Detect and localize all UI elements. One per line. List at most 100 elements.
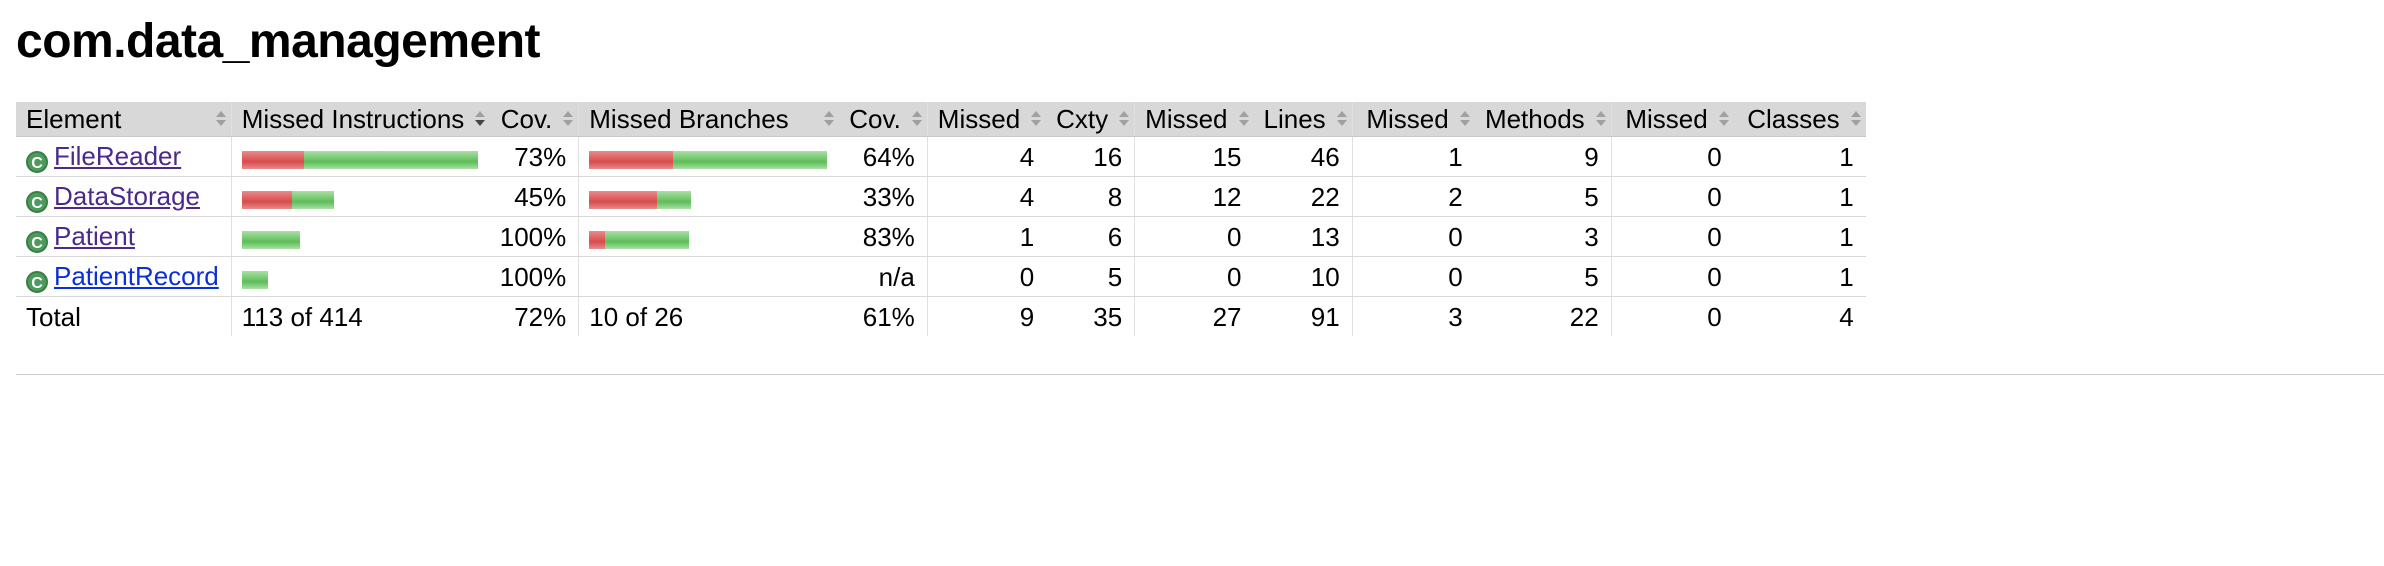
lines: 22 bbox=[1253, 176, 1353, 217]
header-label: Cxty bbox=[1056, 104, 1109, 134]
table-body: C FileReader 73% 64% 4 16 15 46 1 9 0 1 C DataStorage… bbox=[16, 136, 1866, 297]
covered-branches-bar bbox=[657, 190, 692, 209]
covered-instructions-bar bbox=[241, 270, 268, 289]
sort-icon bbox=[1718, 110, 1730, 128]
header-label: Lines bbox=[1263, 104, 1326, 134]
covered-branches-bar bbox=[673, 150, 828, 169]
header-label: Cov. bbox=[500, 104, 553, 134]
table-row: C PatientRecord 100% n/a 0 5 0 10 0 5 0 1 bbox=[16, 256, 1866, 297]
branches-coverage: 33% bbox=[839, 176, 928, 217]
table-header: Element Missed Instructions Cov. Missed … bbox=[16, 102, 1866, 137]
header-label: Cov. bbox=[849, 104, 901, 134]
classes: 1 bbox=[1733, 136, 1866, 177]
methods: 3 bbox=[1474, 216, 1612, 257]
missed-branches-bar bbox=[589, 230, 606, 249]
total-classes: 4 bbox=[1839, 301, 1854, 332]
missed-lines: 15 bbox=[1134, 136, 1254, 177]
header-missed-cxty[interactable]: Missed bbox=[926, 102, 1047, 137]
covered-branches-bar bbox=[605, 230, 690, 249]
total-methods: 22 bbox=[1569, 301, 1599, 332]
header-label: Missed Branches bbox=[589, 104, 789, 134]
element-link[interactable]: FileReader bbox=[54, 140, 182, 171]
lines: 13 bbox=[1253, 216, 1353, 257]
covered-instructions-bar bbox=[241, 230, 300, 249]
cxty: 16 bbox=[1046, 136, 1135, 177]
sort-icon bbox=[1238, 110, 1250, 128]
header-missed-classes[interactable]: Missed bbox=[1610, 102, 1734, 137]
header-label: Element bbox=[26, 104, 122, 134]
cxty: 8 bbox=[1046, 176, 1135, 217]
table-row: C Patient 100% 83% 1 6 0 13 0 3 0 1 bbox=[16, 216, 1866, 257]
covered-instructions-bar bbox=[303, 150, 478, 169]
branches-bar-cell bbox=[578, 216, 840, 257]
header-missed-methods[interactable]: Missed bbox=[1351, 102, 1475, 137]
header-missed-lines[interactable]: Missed bbox=[1134, 102, 1254, 137]
methods: 9 bbox=[1474, 136, 1612, 177]
total-missed-cxty: 9 bbox=[926, 296, 1047, 336]
classes: 1 bbox=[1733, 216, 1866, 257]
element-link[interactable]: DataStorage bbox=[54, 180, 200, 211]
missed-methods: 0 bbox=[1351, 256, 1475, 297]
missed-cxty: 0 bbox=[926, 256, 1047, 297]
sort-descending-icon bbox=[474, 110, 486, 128]
instructions-bar-cell bbox=[230, 256, 490, 297]
header-missed-branches[interactable]: Missed Branches bbox=[578, 102, 840, 137]
table-row: C FileReader 73% 64% 4 16 15 46 1 9 0 1 bbox=[16, 136, 1866, 177]
missed-branches-bar bbox=[589, 150, 674, 169]
branches-bar-cell bbox=[578, 176, 840, 217]
total-branches: 10 of 26 bbox=[578, 296, 840, 336]
instructions-bar-cell bbox=[230, 176, 490, 217]
classes: 1 bbox=[1733, 256, 1866, 297]
sort-icon bbox=[1850, 110, 1862, 128]
missed-cxty: 4 bbox=[926, 136, 1047, 177]
header-label: Methods bbox=[1484, 104, 1585, 134]
missed-lines: 12 bbox=[1134, 176, 1254, 217]
header-label: Missed bbox=[1145, 104, 1228, 134]
total-instructions: 113 of 414 bbox=[230, 296, 490, 336]
header-label: Missed bbox=[1366, 104, 1449, 134]
total-branches-coverage: 61% bbox=[862, 301, 915, 332]
missed-classes: 0 bbox=[1610, 176, 1734, 217]
sort-icon bbox=[1595, 110, 1607, 128]
missed-cxty: 4 bbox=[926, 176, 1047, 217]
missed-lines: 0 bbox=[1134, 216, 1254, 257]
sort-icon bbox=[911, 110, 923, 128]
missed-instructions-bar bbox=[241, 150, 304, 169]
header-label: Missed bbox=[937, 104, 1021, 134]
header-lines[interactable]: Lines bbox=[1253, 102, 1353, 137]
class-icon: C bbox=[26, 190, 48, 213]
header-classes[interactable]: Classes bbox=[1733, 102, 1866, 137]
sort-icon bbox=[1336, 110, 1348, 128]
header-cxty[interactable]: Cxty bbox=[1046, 102, 1135, 137]
header-cov-instructions[interactable]: Cov. bbox=[489, 102, 579, 137]
total-row: Total 113 of 414 72% 10 of 26 61% 9 35 2… bbox=[16, 296, 1866, 336]
sort-icon bbox=[215, 110, 227, 128]
covered-instructions-bar bbox=[291, 190, 334, 209]
branches-coverage: n/a bbox=[839, 256, 928, 297]
table-footer: Total 113 of 414 72% 10 of 26 61% 9 35 2… bbox=[16, 296, 1866, 336]
instructions-coverage: 100% bbox=[489, 256, 579, 297]
class-icon: C bbox=[26, 270, 48, 293]
missed-methods: 1 bbox=[1351, 136, 1475, 177]
sort-icon bbox=[1118, 110, 1130, 128]
element-cell: C FileReader bbox=[16, 136, 232, 177]
total-missed-lines: 27 bbox=[1134, 296, 1254, 336]
element-link[interactable]: PatientRecord bbox=[54, 260, 219, 291]
total-missed-methods: 3 bbox=[1351, 296, 1475, 336]
missed-cxty: 1 bbox=[926, 216, 1047, 257]
instructions-bar-cell bbox=[230, 136, 490, 177]
element-cell: C DataStorage bbox=[16, 176, 232, 217]
total-lines: 91 bbox=[1310, 301, 1340, 332]
instructions-coverage: 45% bbox=[489, 176, 579, 217]
element-link[interactable]: Patient bbox=[54, 220, 135, 251]
total-label: Total bbox=[26, 301, 81, 332]
methods: 5 bbox=[1474, 256, 1612, 297]
total-cxty: 35 bbox=[1093, 301, 1123, 332]
header-missed-instructions[interactable]: Missed Instructions bbox=[230, 102, 490, 137]
header-methods[interactable]: Methods bbox=[1474, 102, 1612, 137]
instructions-bar-cell bbox=[230, 216, 490, 257]
header-cov-branches[interactable]: Cov. bbox=[839, 102, 928, 137]
footer-divider bbox=[16, 374, 2384, 375]
sort-icon bbox=[562, 110, 574, 128]
header-element[interactable]: Element bbox=[16, 102, 232, 137]
